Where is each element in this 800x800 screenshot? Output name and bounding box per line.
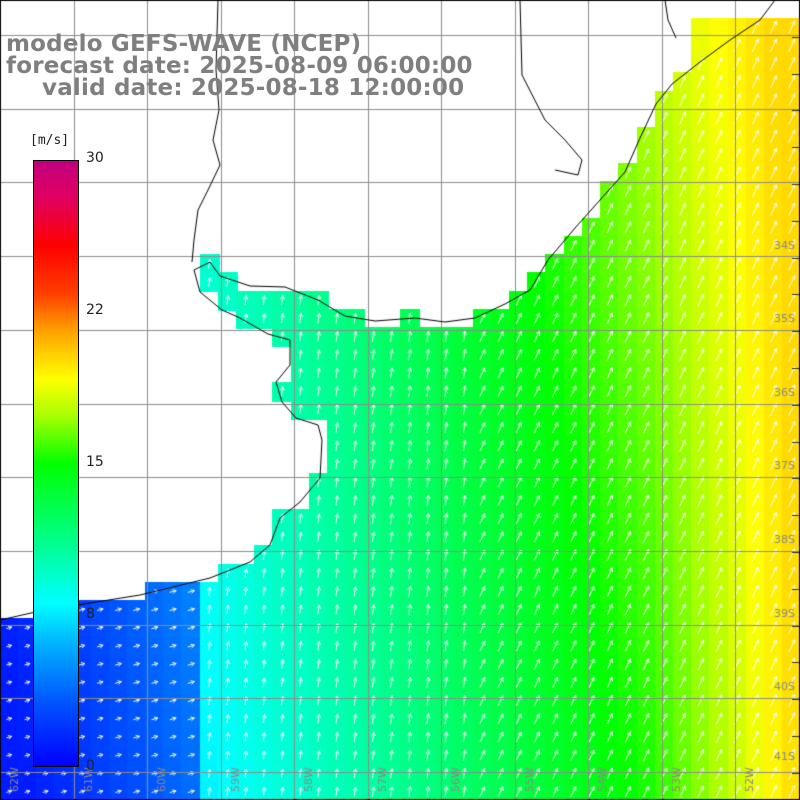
colorbar <box>33 160 79 767</box>
colorbar-tick-8: 8 <box>86 606 95 622</box>
colorbar-tick-22: 22 <box>86 302 104 318</box>
colorbar-tick-30: 30 <box>86 150 104 166</box>
valid-date: valid date: 2025-08-18 12:00:00 <box>42 75 465 101</box>
colorbar-unit: [m/s] <box>30 133 70 148</box>
colorbar-tick-15: 15 <box>86 454 104 470</box>
forecast-date: forecast date: 2025-08-09 06:00:00 <box>6 53 473 79</box>
model-title: modelo GEFS-WAVE (NCEP) <box>6 31 362 57</box>
colorbar-tick-0: 0 <box>86 758 95 774</box>
